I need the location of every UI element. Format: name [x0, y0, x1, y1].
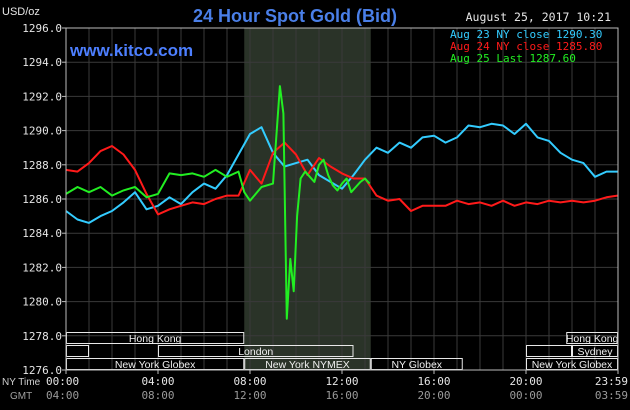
y-tick-label: 1286.0: [22, 193, 62, 206]
legend-entry-aug23: Aug 23 NY close 1290.30: [450, 28, 602, 41]
x-tick-label-ny: 08:00: [233, 375, 266, 388]
y-tick-label: 1290.0: [22, 125, 62, 138]
legend-entry-aug25: Aug 25 Last 1287.60: [450, 52, 576, 65]
x-tick-label-ny: 00:00: [46, 375, 79, 388]
session-label: Sydney: [577, 346, 613, 358]
legend-entry-aug24: Aug 24 NY close 1285.80: [450, 40, 602, 53]
x-axis-ticks: 00:0004:0004:0008:0008:0012:0012:0016:00…: [46, 370, 628, 402]
series-lines: [65, 85, 618, 320]
y-tick-label: 1288.0: [22, 159, 62, 172]
session-label: New York Globex: [532, 359, 613, 371]
x-tick-label-ny: 23:59: [595, 375, 628, 388]
website-watermark: www.kitco.com: [69, 41, 193, 60]
x-tick-label-gmt: 08:00: [141, 389, 174, 402]
ny-time-row-label: NY Time: [2, 377, 41, 388]
y-tick-label: 1294.0: [22, 56, 62, 69]
session-label: Hong Kong: [566, 333, 619, 345]
session-box: [526, 345, 572, 357]
session-label: NY Globex: [391, 359, 442, 371]
y-tick-label: 1296.0: [22, 22, 62, 35]
y-tick-label: 1292.0: [22, 90, 62, 103]
legend: Aug 23 NY close 1290.30 Aug 24 NY close …: [450, 28, 602, 65]
timestamp: August 25, 2017 10:21: [466, 10, 611, 24]
series-line-1: [65, 122, 618, 224]
y-tick-label: 1284.0: [22, 227, 62, 240]
chart-title: 24 Hour Spot Gold (Bid): [193, 6, 397, 26]
y-tick-label: 1276.0: [22, 364, 62, 377]
x-tick-label-ny: 12:00: [325, 375, 358, 388]
x-tick-label-gmt: 03:59: [595, 389, 628, 402]
y-tick-label: 1280.0: [22, 296, 62, 309]
session-box: [158, 345, 354, 357]
gmt-row-label: GMT: [10, 391, 32, 402]
x-tick-label-ny: 16:00: [417, 375, 450, 388]
x-tick-label-gmt: 16:00: [325, 389, 358, 402]
x-tick-label-ny: 20:00: [509, 375, 542, 388]
y-axis-ticks: 1276.0 1278.0 1280.0 1282.0 1284.0 1286.0 1288…: [22, 22, 66, 377]
x-tick-label-gmt: 12:00: [233, 389, 266, 402]
series-line-3: [65, 85, 371, 320]
x-tick-label-gmt: 04:00: [46, 389, 79, 402]
x-tick-label-ny: 04:00: [141, 375, 174, 388]
y-tick-label: 1278.0: [22, 330, 62, 343]
session-label: Hong Kong: [129, 333, 182, 345]
session-label: London: [238, 346, 273, 358]
x-tick-label-gmt: 00:00: [509, 389, 542, 402]
y-tick-label: 1282.0: [22, 261, 62, 274]
session-label: New York NYMEX: [265, 359, 350, 371]
session-label: New York Globex: [115, 359, 196, 371]
x-tick-label-gmt: 20:00: [417, 389, 450, 402]
unit-label: USD/oz: [2, 6, 40, 18]
series-line-2: [65, 141, 618, 216]
